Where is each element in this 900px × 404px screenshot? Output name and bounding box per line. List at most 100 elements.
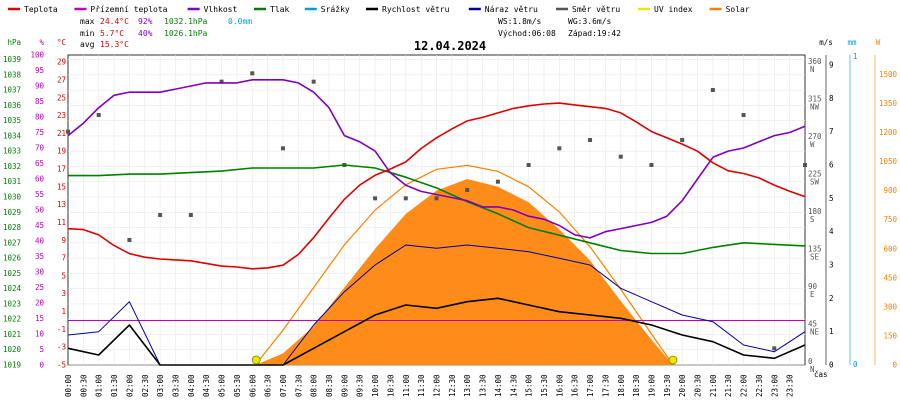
- legend-label: Srážky: [321, 5, 350, 14]
- hpa-axis-tick: 1029: [3, 208, 21, 217]
- x-axis-tick: 05:00: [218, 374, 227, 397]
- x-axis-tick: 19:30: [663, 374, 672, 397]
- x-axis-tick: 15:00: [525, 374, 534, 397]
- wind-direction-point: [96, 113, 101, 117]
- humidity-line: [67, 79, 806, 239]
- direction-degree-tick: 360: [808, 57, 822, 66]
- hpa-axis-tick: 1028: [3, 223, 22, 232]
- direction-degree-tick: 90: [808, 282, 818, 291]
- solar-area: [255, 179, 674, 365]
- time-axis-label: čas: [814, 370, 828, 379]
- percent-axis-tick: 25: [35, 283, 44, 292]
- x-axis-tick: 17:00: [586, 374, 595, 397]
- hpa-axis-tick: 1020: [3, 345, 22, 354]
- solar-axis-tick: 450: [883, 273, 897, 282]
- percent-axis-title: %: [39, 38, 44, 47]
- x-axis-tick: 22:00: [740, 374, 749, 397]
- temperature-line: [67, 102, 806, 270]
- hpa-axis-tick: 1023: [3, 299, 21, 308]
- legend-label: UV index: [654, 5, 693, 14]
- stat-temp: 5.7°C: [100, 29, 124, 38]
- celsius-axis-title: °C: [57, 38, 66, 47]
- percent-axis-tick: 70: [35, 144, 45, 153]
- direction-label-tick: N: [810, 365, 815, 374]
- direction-degree-tick: 225: [808, 170, 822, 179]
- legend-label: Přízemní teplota: [90, 5, 167, 14]
- wind-axis-tick: 4: [829, 227, 834, 236]
- x-axis-tick: 17:30: [601, 374, 610, 397]
- hpa-axis-tick: 1025: [3, 269, 21, 278]
- stat-sunset: Západ:19:42: [568, 29, 621, 38]
- x-axis-tick: 09:30: [356, 374, 365, 397]
- wind-speed-line: [67, 297, 806, 366]
- x-axis-tick: 03:30: [171, 374, 180, 397]
- stat-sunrise: Východ:06:08: [498, 29, 556, 38]
- direction-label-tick: NW: [810, 103, 820, 112]
- hpa-axis-tick: 1021: [3, 330, 21, 339]
- hpa-axis-tick: 1034: [3, 131, 22, 140]
- stat-temp: 24.4°C: [100, 17, 129, 26]
- x-axis-tick: 06:30: [264, 374, 273, 397]
- wind-axis-tick: 5: [829, 194, 834, 203]
- x-axis-tick: 18:30: [632, 374, 641, 397]
- x-axis-tick: 00:00: [64, 374, 73, 397]
- pressure-line: [68, 164, 806, 255]
- percent-axis-tick: 15: [35, 314, 44, 323]
- x-axis-tick: 19:00: [647, 374, 656, 397]
- solar-axis-tick: 900: [883, 186, 897, 195]
- wind-direction-point: [66, 129, 70, 134]
- solar-axis-tick: 300: [883, 302, 897, 311]
- x-axis-tick: 12:00: [433, 374, 442, 397]
- wind-axis-tick: 8: [829, 94, 834, 103]
- x-axis-tick: 23:00: [770, 374, 779, 397]
- celsius-axis-tick: 17: [57, 165, 66, 174]
- celsius-axis-tick: 29: [57, 58, 66, 67]
- hpa-axis-tick: 1022: [3, 315, 21, 324]
- x-axis-tick: 22:30: [755, 374, 764, 397]
- hpa-axis-tick: 1036: [3, 101, 22, 110]
- x-axis-tick: 11:00: [402, 374, 411, 397]
- celsius-axis-tick: 15: [57, 182, 66, 191]
- x-axis-tick: 08:30: [325, 374, 334, 397]
- direction-label-tick: SE: [810, 253, 820, 262]
- x-axis-tick: 03:00: [156, 374, 165, 397]
- celsius-axis-tick: -5: [57, 361, 66, 370]
- legend-label: Vlhkost: [204, 5, 238, 14]
- direction-degree-tick: 270: [808, 132, 822, 141]
- wind-direction-point: [280, 146, 285, 151]
- wind-direction-point: [373, 196, 378, 201]
- direction-label-tick: SW: [810, 178, 820, 187]
- percent-axis-tick: 100: [30, 51, 44, 60]
- hpa-axis-tick: 1038: [3, 70, 22, 79]
- wind-direction-point: [311, 79, 316, 84]
- x-axis-tick: 12:30: [448, 374, 457, 397]
- wind-direction-point: [710, 88, 715, 92]
- x-axis-tick: 02:00: [125, 374, 134, 397]
- percent-axis-tick: 85: [35, 97, 44, 106]
- x-axis-tick: 08:00: [310, 374, 319, 397]
- x-axis-tick: 10:30: [386, 374, 395, 397]
- rain-axis-tick: 0: [853, 360, 858, 369]
- wind-axis-tick: 7: [829, 127, 834, 136]
- wind-axis-title: m/s: [819, 38, 833, 47]
- celsius-axis-tick: -3: [57, 343, 66, 352]
- sun-marker: [668, 355, 678, 365]
- hpa-axis-tick: 1019: [3, 361, 21, 370]
- percent-axis-tick: 20: [35, 299, 45, 308]
- percent-axis-tick: 65: [35, 159, 44, 168]
- x-axis-tick: 07:30: [294, 374, 303, 397]
- percent-axis-tick: 75: [35, 128, 44, 137]
- legend-label: Směr větru: [572, 5, 620, 14]
- percent-axis-tick: 35: [35, 252, 44, 261]
- celsius-axis-tick: 9: [61, 236, 66, 245]
- hpa-axis-tick: 1031: [3, 177, 21, 186]
- x-axis-tick: 10:00: [371, 374, 380, 397]
- celsius-axis-tick: 7: [61, 254, 66, 263]
- x-axis-tick: 21:30: [724, 374, 733, 397]
- x-axis-tick: 04:30: [202, 374, 211, 397]
- hpa-axis-tick: 1024: [3, 284, 22, 293]
- x-axis-tick: 13:30: [479, 374, 488, 397]
- solar-axis-tick: 1200: [879, 128, 898, 137]
- stats-block: max 24.4°C 92% 1032.1hPa 0.0mm min 5.7°C 40% 102…: [80, 17, 621, 49]
- wind-direction-point: [403, 196, 408, 201]
